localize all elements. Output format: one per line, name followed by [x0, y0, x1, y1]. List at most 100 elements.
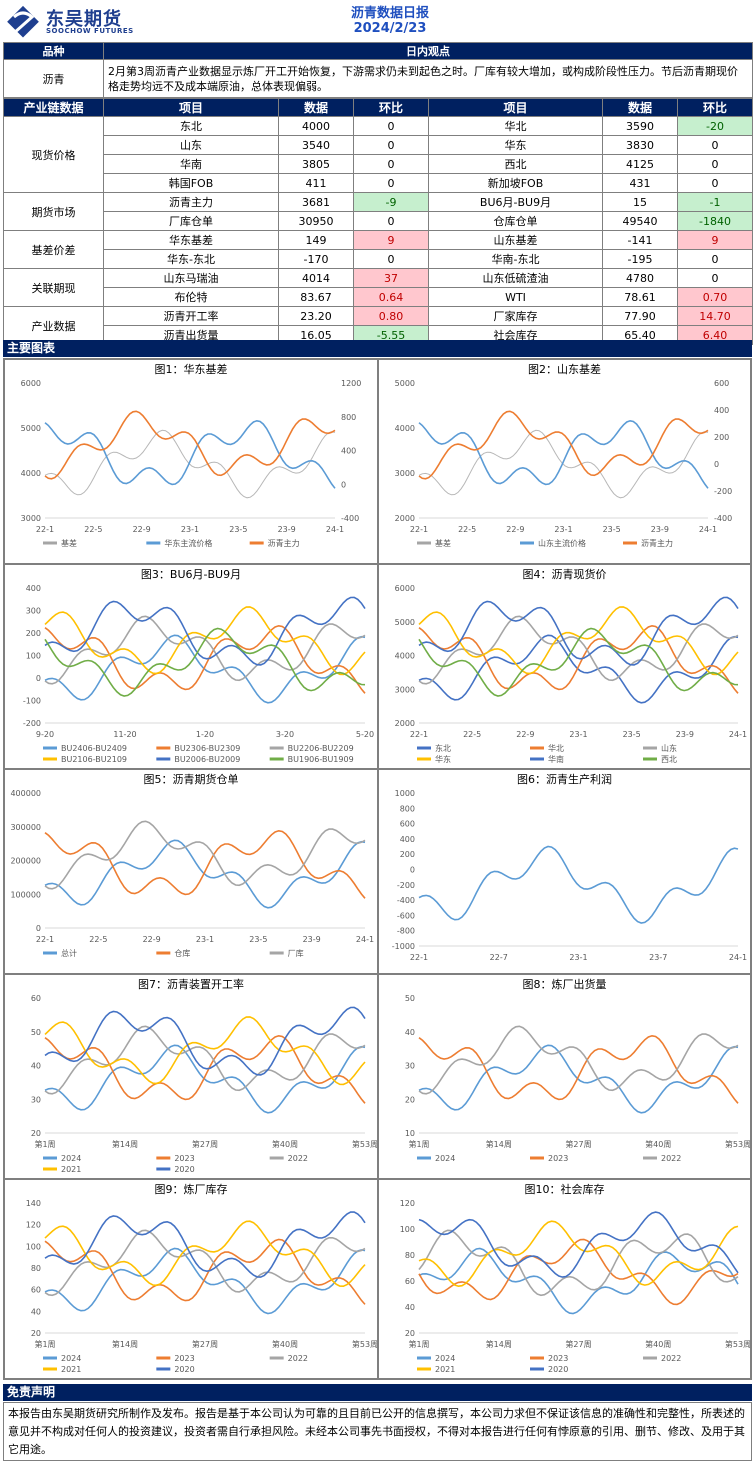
series-line	[44, 839, 366, 909]
legend-label: 沥青主力	[268, 538, 300, 548]
legend-label: 2024	[61, 1354, 81, 1363]
series-line	[418, 410, 709, 480]
y2-tick-label: 400	[714, 406, 729, 415]
y2-tick-label: 400	[341, 447, 356, 456]
y-tick-label: 400000	[10, 789, 41, 798]
series-line	[44, 1044, 366, 1114]
series-line	[44, 429, 336, 499]
y-tick-label: 100	[400, 1225, 415, 1234]
table-row: 韩国FOB 411 0 新加坡FOB 431 0	[4, 173, 753, 193]
change-cell: 9	[353, 230, 429, 250]
x-tick-label: 11-20	[113, 730, 136, 739]
y-tick-label: 20	[405, 1095, 415, 1104]
x-tick-label: 第1周	[34, 1339, 55, 1349]
y-tick-label: 60	[31, 994, 41, 1003]
value-cell: -170	[278, 249, 354, 269]
y2-tick-label: 0	[714, 460, 719, 469]
x-tick-label: 第1周	[408, 1139, 429, 1149]
item-cell: 华东基差	[103, 230, 279, 250]
value-cell: 3681	[278, 192, 354, 212]
legend-label: 2021	[61, 1365, 81, 1374]
x-tick-label: 22-1	[36, 935, 54, 944]
y-tick-label: 120	[400, 1199, 415, 1208]
legend-label: 2021	[61, 1165, 81, 1174]
change-cell: 0	[677, 173, 753, 193]
x-tick-label: 9-20	[36, 730, 54, 739]
y-tick-label: 600	[400, 820, 415, 829]
disclaimer-text: 本报告由东吴期货研究所制作及发布。报告是基于本公司认为可靠的且目前已公开的信息撰…	[3, 1402, 752, 1461]
chart-refinery-inventory: 图9：炼厂库存 140 120 100 80 60 40 20 第1周 第14周 第27周 第40周 第…	[4, 1179, 378, 1379]
legend-label: BU1906-BU1909	[288, 755, 354, 764]
chart-plot: 6000 5000 4000 3000 2000 22-1 22-5 22-9 23-1 23-5…	[395, 584, 747, 764]
x-tick-label: 第27周	[192, 1139, 218, 1149]
y-tick-label: 4000	[395, 652, 415, 661]
y-tick-label: 2000	[395, 514, 415, 523]
charts-section-title: 主要图表	[3, 340, 752, 357]
value-cell: 4125	[602, 154, 678, 174]
change-cell: 9	[677, 230, 753, 250]
disclaimer-title: 免责声明	[3, 1384, 752, 1401]
x-tick-label: 23-1	[554, 525, 572, 534]
y-tick-label: -200	[23, 719, 41, 728]
table-row: 产业数据 沥青开工率 23.20 0.80 厂家库存 77.90 14.70	[3, 306, 753, 345]
item-cell: 布伦特	[103, 287, 279, 307]
chart-operating-rate: 图7：沥青装置开工率 60 50 40 30 20 第1周 第14周 第27周 第40周 第53周 2…	[4, 974, 378, 1179]
series-line	[44, 1247, 366, 1315]
y-tick-label: 300000	[10, 823, 41, 832]
y-tick-label: 5000	[395, 379, 415, 388]
x-tick-label: 第27周	[565, 1139, 591, 1149]
item-cell: 新加坡FOB	[428, 173, 603, 193]
change-cell: 0.80	[353, 306, 429, 326]
series-line	[418, 845, 739, 924]
y-tick-label: 120	[26, 1221, 41, 1230]
summary-table: 品种 日内观点 沥青 2月第3周沥青产业数据显示炼厂开工开始恢复，下游需求仍未到…	[3, 42, 753, 98]
y-tick-label: 200	[400, 850, 415, 859]
series-line	[44, 596, 366, 666]
chart-refinery-shipments: 图8：炼厂出货量 50 40 30 20 10 第1周 第14周 第27周 第40周 第53周 202…	[378, 974, 751, 1179]
value-cell: 4014	[278, 268, 354, 288]
chart-title: 图9：炼厂库存	[154, 1183, 228, 1196]
legend-label: 2024	[435, 1154, 455, 1163]
x-tick-label: 23-9	[676, 730, 694, 739]
table-header-cell: 项目	[428, 98, 603, 117]
table-header-cell: 环比	[677, 98, 753, 117]
chart-title: 图4：沥青现货价	[522, 568, 607, 581]
series-line	[44, 829, 366, 899]
y-tick-label: -400	[397, 896, 415, 905]
y-tick-label: 4000	[21, 469, 41, 478]
legend-label: 山东	[661, 743, 677, 753]
x-tick-label: 24-1	[699, 525, 717, 534]
table-header-cell: 数据	[602, 98, 678, 117]
series-line	[418, 606, 739, 676]
chart-plot: 400000 300000 200000 100000 0 22-1 22-5 22-9 23-…	[10, 789, 374, 958]
y-tick-label: 300	[26, 607, 41, 616]
value-cell: 4780	[602, 268, 678, 288]
y-tick-label: 80	[405, 1251, 415, 1260]
y2-tick-label: -200	[714, 487, 732, 496]
change-cell: -1	[677, 192, 753, 212]
y2-tick-label: 0	[341, 480, 346, 489]
summary-variety: 沥青	[3, 59, 104, 98]
legend-label: BU2306-BU2309	[174, 744, 240, 753]
value-cell: 4000	[278, 116, 354, 136]
legend-label: 华北	[548, 743, 564, 753]
table-row: 华东-东北 -170 0 华南-东北 -195 0	[4, 249, 753, 269]
table-header-cell: 产业链数据	[3, 98, 104, 117]
x-tick-label: 24-1	[729, 953, 747, 962]
series-line	[418, 1238, 739, 1306]
table-row: 关联期现 山东马瑞油 4014 37 山东低硫渣油 4780 0	[3, 268, 753, 307]
x-tick-label: 第14周	[112, 1139, 138, 1149]
series-line	[44, 1034, 366, 1104]
legend-label: 2020	[174, 1165, 194, 1174]
table-row: 现货价格 东北 4000 0 华北 3590 -20	[3, 116, 753, 193]
item-cell: 沥青开工率	[103, 306, 279, 326]
category-cell: 产业数据	[3, 306, 104, 345]
y-tick-label: 2000	[395, 719, 415, 728]
series-line	[44, 1229, 366, 1297]
value-cell: 3540	[278, 135, 354, 155]
item-cell: 厂库仓单	[103, 211, 279, 231]
x-tick-label: 22-9	[516, 730, 534, 739]
y-tick-label: 0	[36, 674, 41, 683]
item-cell: BU6月-BU9月	[428, 192, 603, 212]
legend-label: 2021	[435, 1365, 455, 1374]
